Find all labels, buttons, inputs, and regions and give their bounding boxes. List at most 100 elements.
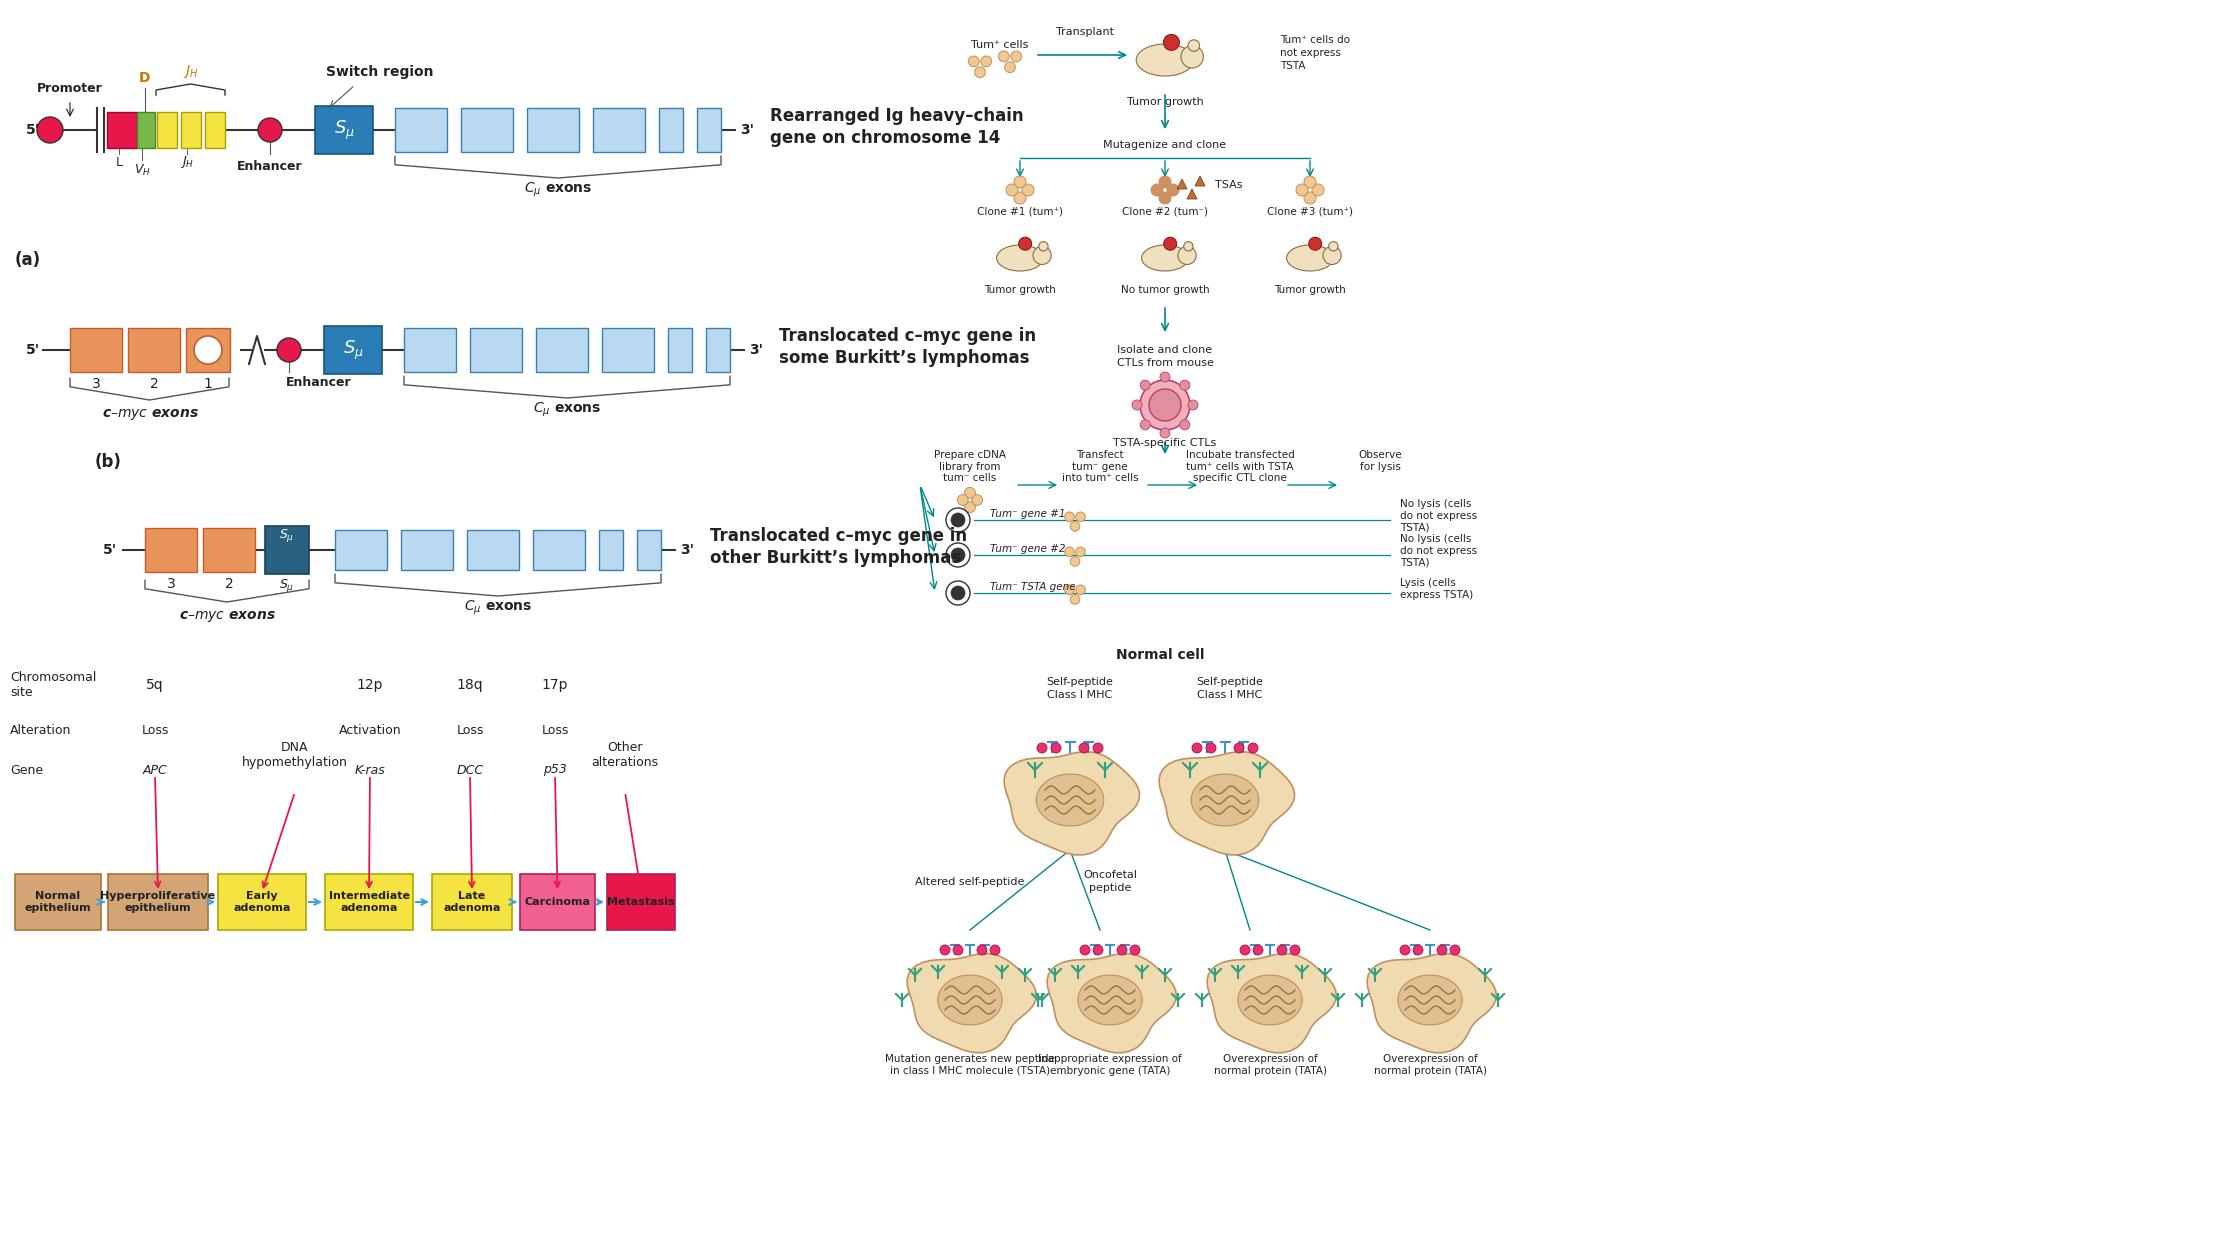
Circle shape: [1180, 45, 1203, 68]
Text: APC: APC: [143, 764, 168, 776]
Circle shape: [956, 495, 968, 505]
Circle shape: [945, 543, 970, 567]
Circle shape: [952, 586, 965, 600]
FancyBboxPatch shape: [206, 112, 224, 147]
FancyBboxPatch shape: [668, 328, 692, 372]
Circle shape: [945, 508, 970, 532]
Text: (b): (b): [94, 454, 121, 471]
FancyBboxPatch shape: [157, 112, 177, 147]
Text: TSTA-specific CTLs: TSTA-specific CTLs: [1113, 438, 1216, 449]
Text: $S_\mu$: $S_\mu$: [343, 339, 363, 362]
Circle shape: [1075, 585, 1086, 595]
Circle shape: [968, 55, 979, 67]
Text: Metastasis: Metastasis: [607, 897, 674, 907]
Text: No lysis (cells
do not express
TSTA): No lysis (cells do not express TSTA): [1400, 534, 1476, 567]
Circle shape: [974, 67, 986, 78]
Circle shape: [278, 338, 300, 362]
Text: No tumor growth: No tumor growth: [1120, 285, 1210, 295]
Circle shape: [1140, 381, 1189, 430]
FancyBboxPatch shape: [403, 328, 457, 372]
Circle shape: [945, 581, 970, 605]
Ellipse shape: [1142, 244, 1189, 271]
Circle shape: [1140, 381, 1149, 391]
Circle shape: [1006, 184, 1017, 197]
Circle shape: [990, 945, 999, 955]
Circle shape: [1400, 945, 1409, 955]
FancyBboxPatch shape: [137, 112, 155, 147]
Text: Oncofetal: Oncofetal: [1082, 869, 1138, 879]
Circle shape: [38, 117, 63, 142]
Circle shape: [1010, 50, 1021, 62]
Text: Rearranged Ig heavy–chain: Rearranged Ig heavy–chain: [771, 107, 1024, 125]
Circle shape: [1252, 945, 1263, 955]
Text: Loss: Loss: [457, 723, 484, 737]
Text: Chromosomal
site: Chromosomal site: [9, 672, 96, 699]
Text: 3': 3': [748, 343, 764, 357]
Text: (a): (a): [16, 251, 40, 268]
Text: $C_\mu$ exons: $C_\mu$ exons: [464, 598, 533, 617]
Text: Normal
epithelium: Normal epithelium: [25, 891, 92, 912]
FancyBboxPatch shape: [594, 108, 645, 152]
Circle shape: [1037, 743, 1046, 753]
Circle shape: [1167, 184, 1178, 197]
Circle shape: [1158, 176, 1172, 188]
Circle shape: [258, 118, 282, 142]
Circle shape: [1234, 743, 1243, 753]
Text: some Burkitt’s lymphomas: some Burkitt’s lymphomas: [780, 349, 1030, 367]
Polygon shape: [1194, 176, 1205, 186]
Circle shape: [1165, 237, 1176, 251]
FancyBboxPatch shape: [535, 328, 587, 372]
FancyBboxPatch shape: [598, 530, 623, 570]
Circle shape: [952, 513, 965, 527]
Text: L: L: [116, 155, 123, 169]
Text: $J_H$: $J_H$: [179, 154, 195, 170]
Text: Translocated c–myc gene in: Translocated c–myc gene in: [780, 328, 1037, 345]
Text: Alteration: Alteration: [9, 723, 72, 737]
Text: Promoter: Promoter: [38, 82, 103, 94]
Circle shape: [1183, 242, 1194, 251]
Text: Clone #3 (tum⁺): Clone #3 (tum⁺): [1268, 207, 1353, 217]
Text: Late
adenoma: Late adenoma: [444, 891, 502, 912]
Text: Loss: Loss: [542, 723, 569, 737]
Polygon shape: [939, 975, 1001, 1024]
Text: $C_\mu$ exons: $C_\mu$ exons: [524, 181, 591, 199]
FancyBboxPatch shape: [146, 528, 197, 572]
Ellipse shape: [1136, 44, 1194, 76]
Text: Transfect
tum⁻ gene
into tum⁺ cells: Transfect tum⁻ gene into tum⁺ cells: [1062, 450, 1138, 483]
Text: 17p: 17p: [542, 678, 569, 692]
Circle shape: [1140, 420, 1149, 430]
FancyBboxPatch shape: [636, 530, 661, 570]
Circle shape: [1071, 595, 1080, 605]
Text: c–$myc$ exons: c–$myc$ exons: [101, 407, 199, 422]
Text: Normal cell: Normal cell: [1116, 648, 1205, 662]
FancyBboxPatch shape: [697, 108, 721, 152]
Text: peptide: peptide: [1089, 883, 1131, 893]
Circle shape: [1039, 242, 1048, 251]
Text: Clone #1 (tum⁺): Clone #1 (tum⁺): [977, 207, 1064, 217]
Circle shape: [1071, 557, 1080, 566]
FancyBboxPatch shape: [432, 874, 513, 930]
Polygon shape: [1158, 752, 1295, 854]
FancyBboxPatch shape: [394, 108, 448, 152]
Polygon shape: [1037, 774, 1104, 827]
Circle shape: [1064, 512, 1075, 522]
FancyBboxPatch shape: [466, 530, 520, 570]
Circle shape: [941, 945, 950, 955]
Text: Self-peptide: Self-peptide: [1196, 677, 1263, 687]
FancyBboxPatch shape: [186, 328, 231, 372]
Circle shape: [999, 50, 1010, 62]
Circle shape: [965, 501, 974, 513]
Circle shape: [1277, 945, 1288, 955]
Text: Translocated c–myc gene in: Translocated c–myc gene in: [710, 527, 968, 546]
Text: Inappropriate expression of
embryonic gene (TATA): Inappropriate expression of embryonic ge…: [1037, 1055, 1183, 1076]
Text: D: D: [139, 71, 150, 84]
Circle shape: [1149, 389, 1180, 421]
Circle shape: [1449, 945, 1460, 955]
FancyBboxPatch shape: [336, 530, 388, 570]
Text: Incubate transfected
tum⁺ cells with TSTA
specific CTL clone: Incubate transfected tum⁺ cells with TST…: [1185, 450, 1295, 483]
FancyBboxPatch shape: [526, 108, 578, 152]
Circle shape: [1158, 192, 1172, 204]
Circle shape: [1241, 945, 1250, 955]
Text: Overexpression of
normal protein (TATA): Overexpression of normal protein (TATA): [1214, 1055, 1326, 1076]
Text: Other
alterations: Other alterations: [591, 741, 659, 769]
